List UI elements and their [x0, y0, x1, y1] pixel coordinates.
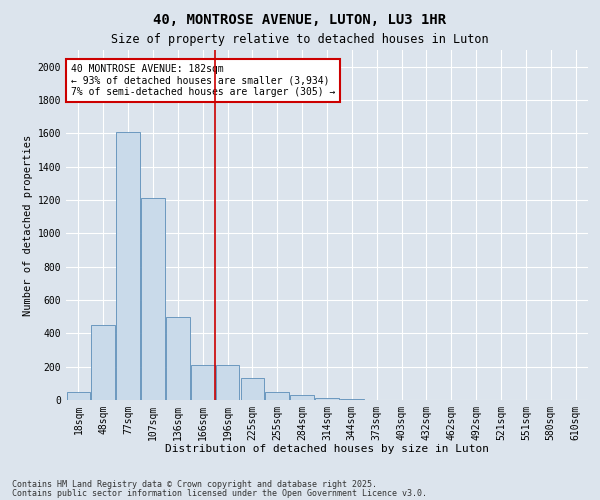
Bar [315, 398, 339, 400]
Text: Contains public sector information licensed under the Open Government Licence v3: Contains public sector information licen… [12, 488, 427, 498]
Bar [191, 365, 215, 400]
X-axis label: Distribution of detached houses by size in Luton: Distribution of detached houses by size … [165, 444, 489, 454]
Text: 40, MONTROSE AVENUE, LUTON, LU3 1HR: 40, MONTROSE AVENUE, LUTON, LU3 1HR [154, 12, 446, 26]
Bar [340, 399, 364, 400]
Bar [216, 365, 239, 400]
Bar [166, 316, 190, 400]
Y-axis label: Number of detached properties: Number of detached properties [23, 134, 34, 316]
Bar [290, 395, 314, 400]
Bar [91, 325, 115, 400]
Bar [265, 392, 289, 400]
Bar [241, 378, 264, 400]
Text: Size of property relative to detached houses in Luton: Size of property relative to detached ho… [111, 32, 489, 46]
Bar [67, 392, 90, 400]
Bar [116, 132, 140, 400]
Text: 40 MONTROSE AVENUE: 182sqm
← 93% of detached houses are smaller (3,934)
7% of se: 40 MONTROSE AVENUE: 182sqm ← 93% of deta… [71, 64, 335, 97]
Text: Contains HM Land Registry data © Crown copyright and database right 2025.: Contains HM Land Registry data © Crown c… [12, 480, 377, 489]
Bar [141, 198, 165, 400]
